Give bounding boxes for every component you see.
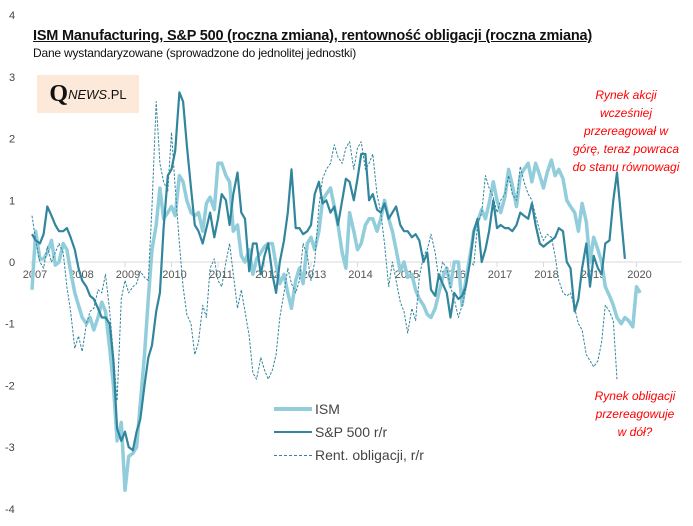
legend-swatch-sp500: [274, 431, 312, 433]
chart-subtitle: Dane wystandaryzowane (sprowadzone do je…: [33, 46, 357, 60]
chart-title: ISM Manufacturing, S&P 500 (roczna zmian…: [33, 28, 593, 44]
y-tick-label: 2: [9, 134, 15, 146]
annotation-line: przereagował w: [583, 124, 669, 138]
x-tick-label: 2010: [162, 269, 186, 281]
qnews-logo: Q NEWS .PL: [37, 75, 139, 113]
x-tick-label: 2014: [348, 269, 372, 281]
series-line-rent-obligacji-r-r: [31, 101, 618, 402]
x-tick-label: 2020: [627, 269, 651, 281]
legend-item-bonds: Rent. obligacji, r/r: [274, 444, 424, 466]
x-tick-label: 2009: [116, 269, 140, 281]
y-tick-label: 0: [9, 257, 15, 269]
annotation-line: do stanu równowagi: [572, 160, 680, 174]
chart-legend: ISM S&P 500 r/r Rent. obligacji, r/r: [274, 398, 424, 467]
annotation-line: Rynek akcji: [595, 88, 657, 102]
x-tick-label: 2017: [488, 269, 512, 281]
annotation-line: górę, teraz powraca: [572, 142, 680, 156]
y-tick-label: -2: [5, 380, 15, 392]
legend-swatch-ism: [274, 407, 312, 411]
y-tick-label: 1: [9, 195, 15, 207]
x-tick-label: 2018: [534, 269, 558, 281]
logo-pl: .PL: [107, 86, 127, 102]
x-tick-label: 2013: [302, 269, 326, 281]
y-axis-ticks: 4 3 2 1 0 -1 -2 -3 -4: [5, 10, 15, 516]
legend-swatch-bonds: [274, 454, 312, 456]
legend-item-sp500: S&P 500 r/r: [274, 421, 424, 443]
y-tick-label: -3: [5, 442, 15, 454]
legend-label-bonds: Rent. obligacji, r/r: [315, 447, 424, 463]
y-tick-label: -4: [5, 504, 15, 516]
annotation-line: w dół?: [617, 425, 653, 439]
annotation-stocks: Rynek akcji wcześniej przereagował w gór…: [556, 86, 693, 176]
logo-q: Q: [49, 80, 69, 107]
annotation-bonds: Rynek obligacji przereagowuje w dół?: [580, 387, 690, 441]
x-tick-label: 2011: [209, 269, 233, 281]
series-line-s-p-500-r-r: [31, 91, 626, 452]
annotation-line: wcześniej: [599, 106, 653, 120]
legend-item-ism: ISM: [274, 398, 424, 420]
x-tick-label: 2007: [23, 269, 47, 281]
legend-label-sp500: S&P 500 r/r: [315, 424, 388, 440]
annotation-line: przereagowuje: [595, 407, 675, 421]
y-tick-label: 4: [9, 10, 15, 22]
series-group: [30, 91, 642, 493]
logo-news: NEWS: [68, 86, 108, 102]
legend-label-ism: ISM: [315, 401, 340, 417]
y-tick-label: -1: [5, 319, 15, 331]
y-tick-label: 3: [9, 72, 15, 84]
annotation-line: Rynek obligacji: [594, 389, 676, 403]
